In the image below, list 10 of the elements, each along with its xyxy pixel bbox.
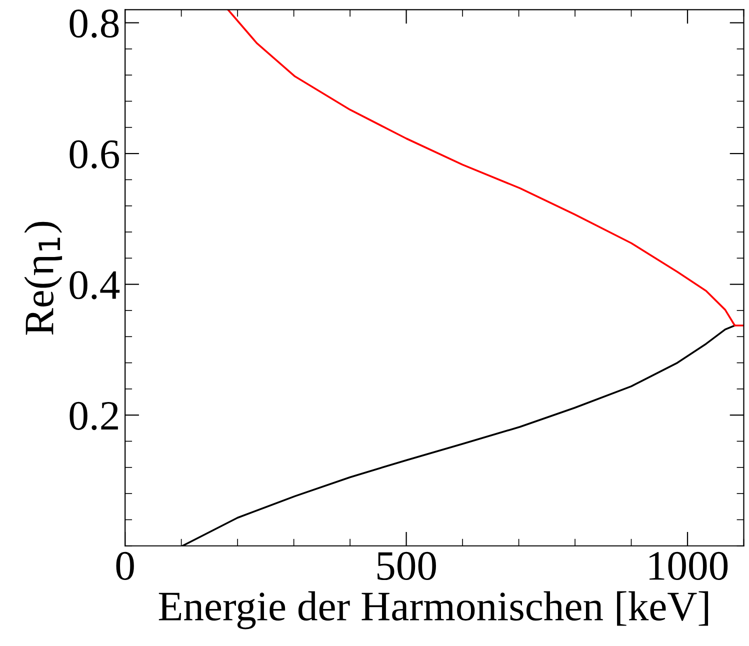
x-tick-label: 1000 (650, 552, 728, 580)
y-tick-label: 0.2 (70, 402, 118, 430)
y-tick-label: 0.8 (70, 10, 119, 38)
x-axis-title: Energie der Harmonischen [keV] (158, 591, 708, 630)
y-axis-title: Re(η$_{1}$) (24, 222, 62, 335)
y-tick-label: 0.4 (70, 271, 120, 300)
y-tick-label: 0.6 (70, 140, 119, 169)
x-tick-label: 0 (116, 552, 134, 580)
line-series (227, 10, 744, 326)
x-tick-label: 500 (377, 552, 436, 580)
